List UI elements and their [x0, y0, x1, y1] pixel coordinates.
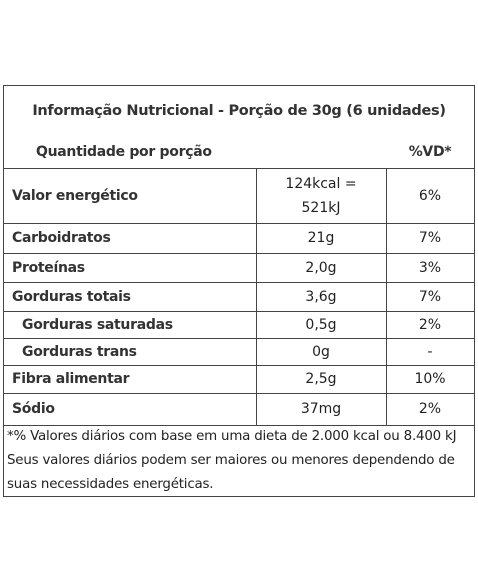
header-left: Quantidade por porção: [36, 144, 212, 160]
nutrient-amount: 3,6g: [305, 288, 337, 305]
nutrient-vd: 10%: [414, 371, 446, 387]
nutrition-table: Informação Nutricional - Porção de 30g (…: [3, 85, 475, 497]
nutrient-amount: 0g: [312, 343, 330, 360]
column-border: [256, 168, 257, 425]
nutrient-name: Sódio: [12, 401, 55, 417]
row-border: [4, 253, 474, 254]
column-border: [386, 168, 387, 425]
nutrient-name: Fibra alimentar: [12, 371, 130, 387]
nutrient-amount: 0,5g: [305, 316, 337, 333]
row-border: [4, 282, 474, 283]
footnote: *% Valores diários com base em uma dieta…: [7, 428, 457, 492]
nutrient-vd: 2%: [418, 401, 442, 417]
nutrient-amount: 2,5g: [305, 371, 337, 387]
nutrient-vd: 7%: [418, 230, 442, 246]
nutrient-amount: 2,0g: [305, 259, 337, 276]
nutrient-amount: 124kcal = 521kJ: [285, 175, 357, 216]
row-border: [4, 365, 474, 366]
nutrient-name: Valor energético: [12, 187, 138, 204]
header-right: %VD*: [408, 144, 452, 160]
row-border: [4, 223, 474, 224]
nutrient-name: Carboidratos: [12, 230, 111, 246]
nutrient-vd: -: [427, 343, 433, 360]
nutrient-name: Gorduras trans: [22, 343, 137, 360]
nutrient-amount: 37mg: [300, 401, 342, 417]
nutrient-name: Gorduras totais: [12, 288, 131, 305]
row-border: [4, 425, 474, 426]
row-border: [4, 393, 474, 394]
row-border: [4, 311, 474, 312]
row-border: [4, 338, 474, 339]
nutrient-vd: 2%: [418, 316, 442, 333]
row-border: [4, 168, 474, 169]
nutrient-vd: 3%: [418, 259, 442, 276]
nutrient-vd: 7%: [418, 288, 442, 305]
nutrient-name: Gorduras saturadas: [22, 316, 173, 333]
nutrient-amount: 21g: [307, 230, 335, 246]
table-title: Informação Nutricional - Porção de 30g (…: [32, 103, 446, 119]
nutrient-vd: 6%: [418, 187, 442, 204]
nutrient-name: Proteínas: [12, 259, 85, 276]
